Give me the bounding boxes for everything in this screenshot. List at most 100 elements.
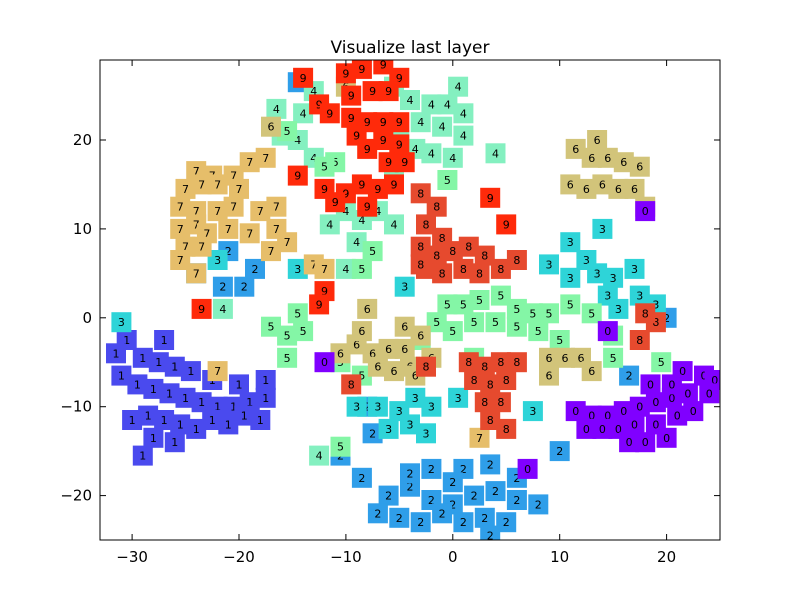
data-point-marker [699, 383, 720, 404]
data-point-marker [277, 232, 298, 253]
data-point-label: 4 [417, 116, 424, 129]
data-point-marker [346, 232, 367, 253]
data-point-label: 7 [177, 201, 184, 214]
data-point-label: 8 [481, 396, 488, 409]
data-point-label: 5 [658, 356, 665, 369]
data-point-label: 9 [294, 170, 301, 183]
data-point-marker [175, 387, 196, 408]
data-point-2: 2 [351, 467, 372, 488]
data-point-8: 8 [506, 250, 527, 270]
data-point-0: 0 [635, 201, 656, 222]
data-point-label: 4 [342, 263, 349, 276]
data-point-label: 7 [262, 152, 269, 165]
data-point-label: 5 [268, 321, 275, 334]
data-point-marker [389, 507, 410, 528]
data-point-marker [506, 250, 527, 270]
data-point-label: 9 [198, 303, 205, 316]
data-point-0: 0 [597, 321, 618, 342]
data-point-2: 2 [362, 423, 383, 444]
data-point-marker [667, 405, 688, 426]
data-point-3: 3 [378, 418, 399, 439]
data-point-label: 1 [193, 423, 200, 436]
data-point-9: 9 [357, 196, 378, 217]
data-point-label: 7 [236, 183, 243, 196]
data-point-2: 2 [506, 490, 527, 510]
data-point-3: 3 [400, 414, 420, 435]
data-point-label: 3 [604, 290, 611, 303]
data-point-marker [400, 414, 420, 435]
data-point-1: 1 [111, 365, 132, 386]
data-point-label: 6 [358, 325, 365, 338]
data-point-label: 1 [187, 365, 194, 378]
data-point-5: 5 [330, 436, 351, 457]
data-point-label: 2 [439, 507, 446, 520]
data-point-label: 2 [369, 427, 376, 440]
data-point-3: 3 [560, 267, 581, 288]
data-point-5: 5 [362, 241, 383, 262]
data-point-marker [389, 112, 410, 133]
data-point-label: 4 [428, 147, 435, 160]
data-point-marker [560, 267, 581, 288]
data-point-9: 9 [378, 152, 399, 173]
data-point-0: 0 [667, 405, 688, 426]
data-point-label: 0 [668, 392, 675, 405]
data-point-marker [170, 414, 191, 435]
data-point-0: 0 [565, 401, 586, 422]
data-point-marker [426, 196, 447, 217]
data-point-label: 1 [166, 387, 173, 400]
data-point-marker [245, 258, 265, 279]
data-point-marker [170, 218, 191, 239]
data-point-8: 8 [416, 214, 436, 235]
y-tick-label: 20 [73, 131, 92, 149]
data-point-4: 4 [421, 143, 442, 164]
data-point-label: 7 [246, 156, 253, 169]
data-point-label: 5 [444, 174, 451, 187]
data-point-marker [490, 258, 511, 279]
data-point-label: 4 [273, 103, 280, 116]
data-point-label: 1 [118, 370, 125, 383]
data-point-9: 9 [373, 60, 394, 75]
data-point-9: 9 [384, 174, 404, 195]
data-point-marker [474, 392, 495, 413]
data-point-marker [539, 303, 559, 324]
data-point-label: 3 [594, 267, 601, 280]
data-point-label: 7 [193, 267, 200, 280]
data-point-2: 2 [453, 512, 474, 533]
data-point-label: 3 [652, 298, 659, 311]
data-point-3: 3 [207, 250, 228, 270]
data-point-marker [448, 76, 469, 97]
data-point-label: 2 [385, 490, 392, 503]
data-point-label: 0 [642, 205, 649, 218]
data-point-label: 6 [620, 156, 627, 169]
data-point-0: 0 [635, 432, 656, 453]
data-point-2: 2 [442, 472, 463, 493]
x-tick-label: 20 [657, 548, 676, 566]
data-point-marker [629, 156, 650, 177]
data-point-marker [362, 241, 383, 262]
data-point-label: 6 [615, 183, 622, 196]
data-point-marker [597, 147, 618, 168]
data-point-3: 3 [416, 423, 436, 444]
data-point-label: 0 [599, 423, 606, 436]
data-point-marker [432, 263, 453, 284]
data-point-6: 6 [539, 347, 559, 368]
data-point-label: 9 [369, 85, 376, 98]
data-point-marker [453, 258, 474, 279]
data-point-label: 6 [567, 178, 574, 191]
data-point-marker [373, 60, 394, 75]
data-point-0: 0 [645, 392, 666, 413]
data-point-8: 8 [432, 263, 453, 284]
data-point-marker [106, 343, 126, 364]
data-point-label: 9 [396, 116, 403, 129]
data-point-label: 9 [353, 130, 360, 143]
data-point-label: 1 [182, 392, 189, 405]
data-point-label: 6 [562, 352, 569, 365]
data-point-label: 4 [300, 107, 307, 120]
data-point-marker [362, 81, 383, 102]
data-point-label: 1 [139, 352, 146, 365]
data-point-2: 2 [212, 276, 233, 297]
data-point-7: 7 [218, 218, 239, 239]
data-point-9: 9 [373, 130, 394, 150]
data-point-9: 9 [293, 67, 314, 88]
data-point-marker [325, 192, 346, 213]
